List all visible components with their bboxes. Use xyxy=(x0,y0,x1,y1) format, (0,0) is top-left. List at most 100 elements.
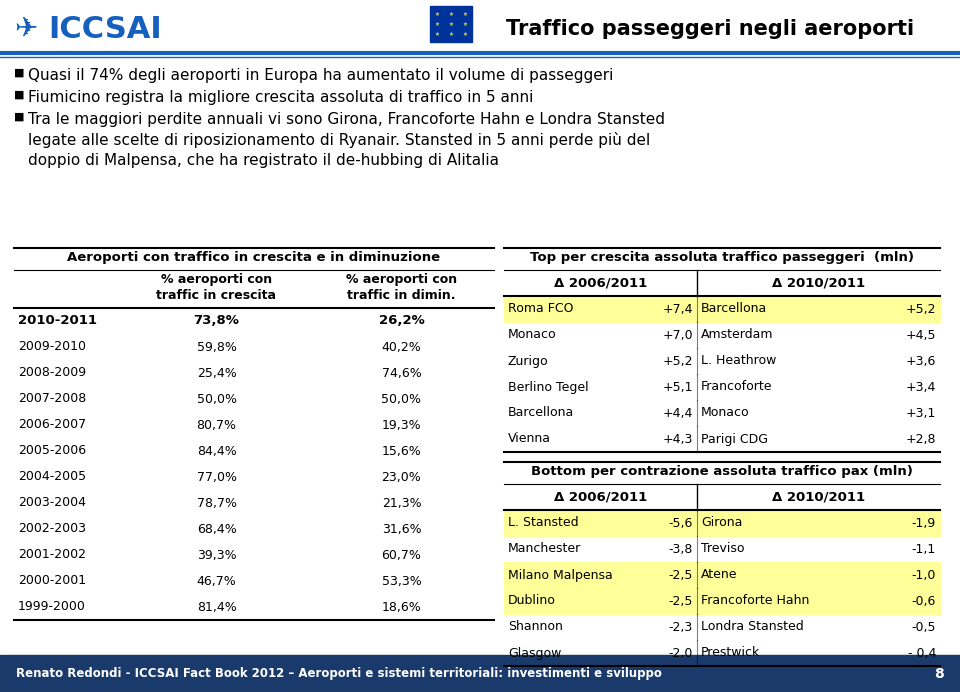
Text: 50,0%: 50,0% xyxy=(381,392,421,406)
Text: +5,2: +5,2 xyxy=(905,302,936,316)
Text: ICCSAI: ICCSAI xyxy=(48,15,161,44)
Text: 68,4%: 68,4% xyxy=(197,522,236,536)
Bar xyxy=(504,562,940,588)
Text: -2,3: -2,3 xyxy=(669,621,693,633)
Text: -0,5: -0,5 xyxy=(911,621,936,633)
Text: 21,3%: 21,3% xyxy=(382,496,421,509)
Text: +4,4: +4,4 xyxy=(662,406,693,419)
Text: Vienna: Vienna xyxy=(508,432,551,446)
Text: Quasi il 74% degli aeroporti in Europa ha aumentato il volume di passeggeri: Quasi il 74% degli aeroporti in Europa h… xyxy=(28,68,613,83)
Text: +5,2: +5,2 xyxy=(662,354,693,367)
Text: +4,3: +4,3 xyxy=(662,432,693,446)
Text: Parigi CDG: Parigi CDG xyxy=(701,432,768,446)
Text: -5,6: -5,6 xyxy=(668,516,693,529)
Text: 39,3%: 39,3% xyxy=(197,549,236,561)
Text: 2009-2010: 2009-2010 xyxy=(18,340,86,354)
Text: Δ 2006/2011: Δ 2006/2011 xyxy=(554,277,647,289)
Text: 81,4%: 81,4% xyxy=(197,601,236,614)
Text: Milano Malpensa: Milano Malpensa xyxy=(508,569,612,581)
Text: 15,6%: 15,6% xyxy=(382,444,421,457)
Text: Top per crescita assoluta traffico passeggeri  (mln): Top per crescita assoluta traffico passe… xyxy=(530,251,914,264)
Text: - 0,4: - 0,4 xyxy=(907,646,936,659)
Text: +2,8: +2,8 xyxy=(905,432,936,446)
Text: 19,3%: 19,3% xyxy=(382,419,421,432)
Text: 46,7%: 46,7% xyxy=(197,574,236,588)
Text: 2008-2009: 2008-2009 xyxy=(18,367,86,379)
Text: +7,0: +7,0 xyxy=(662,329,693,341)
Text: Traffico passeggeri negli aeroporti: Traffico passeggeri negli aeroporti xyxy=(506,19,914,39)
Text: +7,4: +7,4 xyxy=(662,302,693,316)
Text: 2007-2008: 2007-2008 xyxy=(18,392,86,406)
Text: 77,0%: 77,0% xyxy=(197,471,236,484)
Text: Fiumicino registra la migliore crescita assoluta di traffico in 5 anni: Fiumicino registra la migliore crescita … xyxy=(28,90,534,105)
Text: Roma FCO: Roma FCO xyxy=(508,302,573,316)
Text: 2000-2001: 2000-2001 xyxy=(18,574,86,588)
Text: ★: ★ xyxy=(448,21,453,26)
Text: +5,1: +5,1 xyxy=(662,381,693,394)
Text: -3,8: -3,8 xyxy=(668,543,693,556)
Text: Manchester: Manchester xyxy=(508,543,581,556)
Text: Δ 2010/2011: Δ 2010/2011 xyxy=(772,277,865,289)
Text: % aeroporti con
traffic in dimin.: % aeroporti con traffic in dimin. xyxy=(346,273,457,302)
Text: 2002-2003: 2002-2003 xyxy=(18,522,86,536)
Text: Monaco: Monaco xyxy=(508,329,557,341)
Text: L. Stansted: L. Stansted xyxy=(508,516,579,529)
Bar xyxy=(504,510,940,536)
Text: Francoforte Hahn: Francoforte Hahn xyxy=(701,594,809,608)
Text: Dublino: Dublino xyxy=(508,594,556,608)
Text: ★: ★ xyxy=(435,21,440,26)
Text: ★: ★ xyxy=(448,32,453,37)
Text: ■: ■ xyxy=(14,112,25,122)
Text: 1999-2000: 1999-2000 xyxy=(18,601,85,614)
Text: Δ 2006/2011: Δ 2006/2011 xyxy=(554,491,647,504)
Bar xyxy=(0,655,960,692)
Text: -1,9: -1,9 xyxy=(912,516,936,529)
Text: Girona: Girona xyxy=(701,516,742,529)
Text: +3,1: +3,1 xyxy=(905,406,936,419)
Text: Zurigo: Zurigo xyxy=(508,354,548,367)
Text: 8: 8 xyxy=(934,666,944,680)
Text: Francoforte: Francoforte xyxy=(701,381,773,394)
Text: 40,2%: 40,2% xyxy=(382,340,421,354)
Bar xyxy=(0,0,960,58)
Text: 31,6%: 31,6% xyxy=(382,522,421,536)
Text: 18,6%: 18,6% xyxy=(382,601,421,614)
Bar xyxy=(504,588,940,614)
Text: Barcellona: Barcellona xyxy=(508,406,574,419)
Text: Treviso: Treviso xyxy=(701,543,745,556)
Text: Δ 2010/2011: Δ 2010/2011 xyxy=(772,491,865,504)
Text: Bottom per contrazione assoluta traffico pax (mln): Bottom per contrazione assoluta traffico… xyxy=(531,465,913,478)
Text: +4,5: +4,5 xyxy=(905,329,936,341)
Text: 2006-2007: 2006-2007 xyxy=(18,419,86,432)
Text: 2003-2004: 2003-2004 xyxy=(18,496,86,509)
Text: Atene: Atene xyxy=(701,569,737,581)
Bar xyxy=(504,296,940,322)
Text: 2005-2006: 2005-2006 xyxy=(18,444,86,457)
Text: 2010-2011: 2010-2011 xyxy=(18,314,97,327)
Text: -2,0: -2,0 xyxy=(668,646,693,659)
Text: +3,6: +3,6 xyxy=(905,354,936,367)
Text: Glasgow: Glasgow xyxy=(508,646,562,659)
Text: ★: ★ xyxy=(463,12,468,17)
Text: 2001-2002: 2001-2002 xyxy=(18,549,86,561)
Bar xyxy=(430,6,472,42)
Text: 50,0%: 50,0% xyxy=(197,392,236,406)
Text: ■: ■ xyxy=(14,68,25,78)
Text: % aeroporti con
traffic in crescita: % aeroporti con traffic in crescita xyxy=(156,273,276,302)
Text: -0,6: -0,6 xyxy=(912,594,936,608)
Text: -1,0: -1,0 xyxy=(912,569,936,581)
Text: 84,4%: 84,4% xyxy=(197,444,236,457)
Text: 26,2%: 26,2% xyxy=(378,314,424,327)
Text: L. Heathrow: L. Heathrow xyxy=(701,354,777,367)
Text: Monaco: Monaco xyxy=(701,406,750,419)
Text: ★: ★ xyxy=(448,12,453,17)
Text: ★: ★ xyxy=(435,32,440,37)
Text: ★: ★ xyxy=(463,32,468,37)
Text: 60,7%: 60,7% xyxy=(381,549,421,561)
Text: 78,7%: 78,7% xyxy=(197,496,236,509)
Text: Barcellona: Barcellona xyxy=(701,302,767,316)
Text: 25,4%: 25,4% xyxy=(197,367,236,379)
Text: Renato Redondi - ICCSAI Fact Book 2012 – Aeroporti e sistemi territoriali: inves: Renato Redondi - ICCSAI Fact Book 2012 –… xyxy=(16,667,661,680)
Text: -2,5: -2,5 xyxy=(668,569,693,581)
Text: 74,6%: 74,6% xyxy=(382,367,421,379)
